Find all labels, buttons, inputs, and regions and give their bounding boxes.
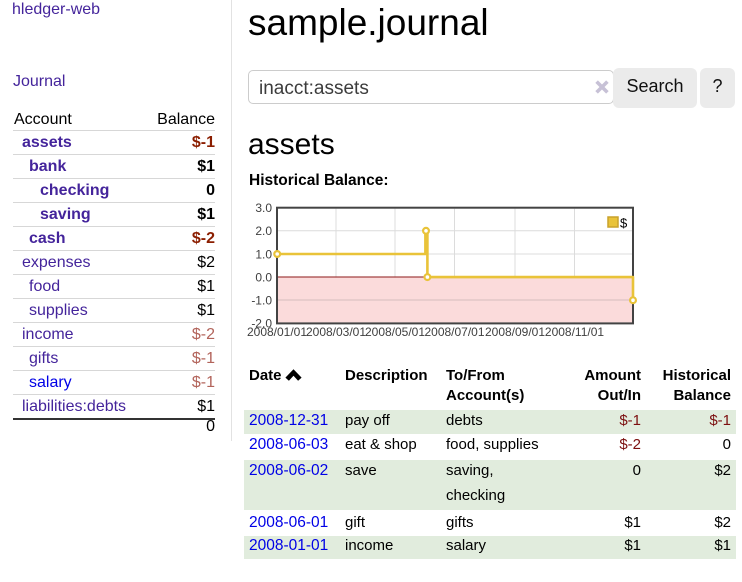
svg-text:2008/05/01: 2008/05/01: [365, 325, 425, 339]
svg-text:0.0: 0.0: [255, 270, 272, 284]
svg-text:-2.0: -2.0: [251, 317, 272, 331]
svg-text:-1.0: -1.0: [251, 294, 272, 308]
svg-text:2008/09/01: 2008/09/01: [485, 325, 545, 339]
svg-text:3.0: 3.0: [255, 201, 272, 215]
svg-text:1.0: 1.0: [255, 247, 272, 261]
svg-text:2.0: 2.0: [255, 224, 272, 238]
svg-text:$: $: [620, 216, 628, 231]
svg-text:2008/03/01: 2008/03/01: [306, 325, 366, 339]
svg-text:2008/07/01: 2008/07/01: [424, 325, 484, 339]
svg-text:2008/01/01: 2008/01/01: [247, 325, 307, 339]
svg-text:2008/11/01: 2008/11/01: [545, 325, 604, 339]
